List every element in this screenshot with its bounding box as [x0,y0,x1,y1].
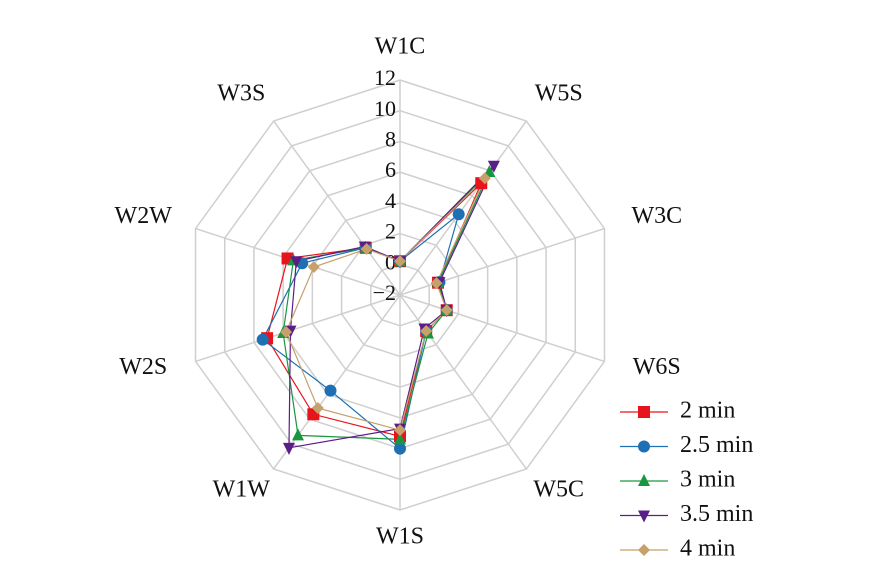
data-point [291,428,304,441]
axis-label: W5S [535,80,583,106]
data-point [487,160,500,173]
r-tick-label: 2 [385,219,396,244]
axis-label: W1C [375,34,426,60]
data-point [290,256,303,269]
r-tick-label: 10 [374,96,396,121]
data-point [256,333,269,346]
grid-spoke [195,294,401,363]
data-point [280,326,293,339]
data-point [394,424,406,437]
data-point [440,304,453,317]
legend-label: 4 min [680,536,735,562]
legend-marker [638,406,650,418]
legend-label: 2.5 min [680,432,753,458]
data-point [430,277,443,290]
axis-label: W3S [217,80,265,106]
grid-spoke [399,120,527,296]
r-tick-label: −2 [373,280,396,305]
data-point [360,243,373,256]
legend-marker [638,440,650,453]
data-point [311,402,324,415]
r-tick-label: 0 [385,249,396,274]
legend-marker [638,510,650,523]
axis-label: W1W [213,477,271,503]
legend-marker [638,544,650,556]
axis-label: W1S [376,524,424,550]
data-point [452,208,465,221]
axis-label: W2W [115,203,173,229]
data-point [420,325,433,338]
legend-label: 3.5 min [680,501,753,527]
data-point [282,442,295,455]
r-tick-label: 8 [385,126,396,151]
data-point [307,261,320,274]
grid-spoke [273,120,401,296]
legend-label: 3 min [680,467,735,493]
data-point [394,255,406,268]
axis-label: W2S [119,354,167,380]
r-tick-label: 6 [385,157,396,182]
data-point [324,384,337,397]
r-tick-label: 4 [385,188,396,213]
legend-label: 2 min [680,398,735,424]
legend-marker [638,474,650,486]
axis-label: W3C [631,203,682,229]
data-point [394,442,406,455]
grid-spoke [399,227,605,296]
axis-label: W6S [633,354,681,380]
axis-label: W5C [533,477,584,503]
r-tick-label: 12 [374,65,396,90]
data-point [478,172,491,185]
grid-spoke [399,294,605,363]
data-point [394,432,406,445]
